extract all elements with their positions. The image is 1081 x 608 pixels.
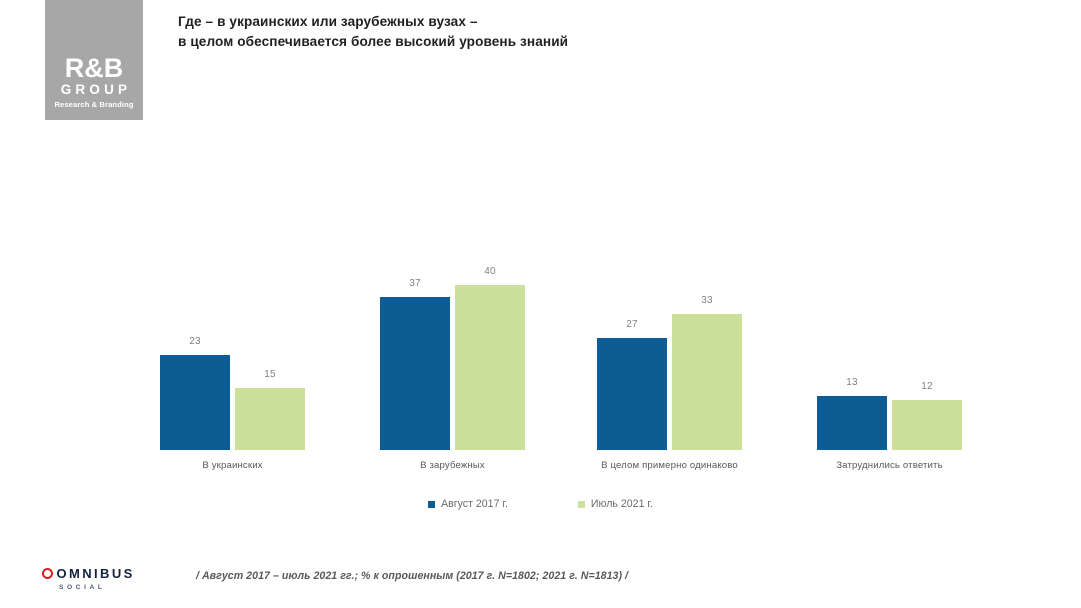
omnibus-subtitle: SOCIAL <box>59 584 106 591</box>
bar-value-label-3-1: 12 <box>921 381 933 392</box>
omnibus-social-logo: OMNIBUS SOCIAL <box>42 567 162 591</box>
rb-group-logo: R&B GROUP Research & Branding <box>45 0 143 120</box>
legend-label-1: Июль 2021 г. <box>590 498 653 510</box>
category-label-1: В зарубежных <box>420 460 485 471</box>
legend-item-1[interactable]: Июль 2021 г. <box>577 498 653 510</box>
rb-logo-group: GROUP <box>60 81 132 97</box>
bar-3-1 <box>892 400 962 450</box>
omnibus-name: OMNIBUS <box>56 566 135 581</box>
bar-value-label-2-1: 33 <box>701 295 713 306</box>
bar-2-0 <box>597 338 667 450</box>
legend-swatch-icon-1 <box>577 500 585 508</box>
page-title: Где – в украинских или зарубежных вузах … <box>178 14 569 49</box>
bar-1-1 <box>455 285 525 450</box>
legend-item-0[interactable]: Август 2017 г. <box>428 498 508 510</box>
category-label-2: В целом примерно одинаково <box>601 460 738 471</box>
bar-value-label-2-0: 27 <box>626 319 638 330</box>
category-label-0: В украинских <box>202 460 263 471</box>
bar-value-label-0-1: 15 <box>264 369 276 380</box>
bar-0-0 <box>160 355 230 450</box>
bar-value-label-0-0: 23 <box>189 336 201 347</box>
bar-1-0 <box>380 297 450 450</box>
bar-3-0 <box>817 396 887 450</box>
rb-logo-mark: R&B <box>64 52 124 83</box>
chart-legend: Август 2017 г. Июль 2021 г. <box>0 498 1081 510</box>
legend-swatch-icon-0 <box>428 500 436 508</box>
source-note: / Август 2017 – июль 2021 гг.; % к опрош… <box>196 570 629 582</box>
legend-label-0: Август 2017 г. <box>441 498 508 510</box>
bar-value-label-1-1: 40 <box>484 266 496 277</box>
bar-value-label-1-0: 37 <box>409 278 421 289</box>
omnibus-ring-icon <box>42 568 53 579</box>
bar-value-label-3-0: 13 <box>846 377 858 388</box>
omnibus-wordmark: OMNIBUS <box>42 567 162 580</box>
category-label-3: Затруднились ответить <box>836 460 943 471</box>
bar-0-1 <box>235 388 305 450</box>
bar-2-1 <box>672 314 742 450</box>
rb-logo-tagline: Research & Branding <box>54 100 134 109</box>
